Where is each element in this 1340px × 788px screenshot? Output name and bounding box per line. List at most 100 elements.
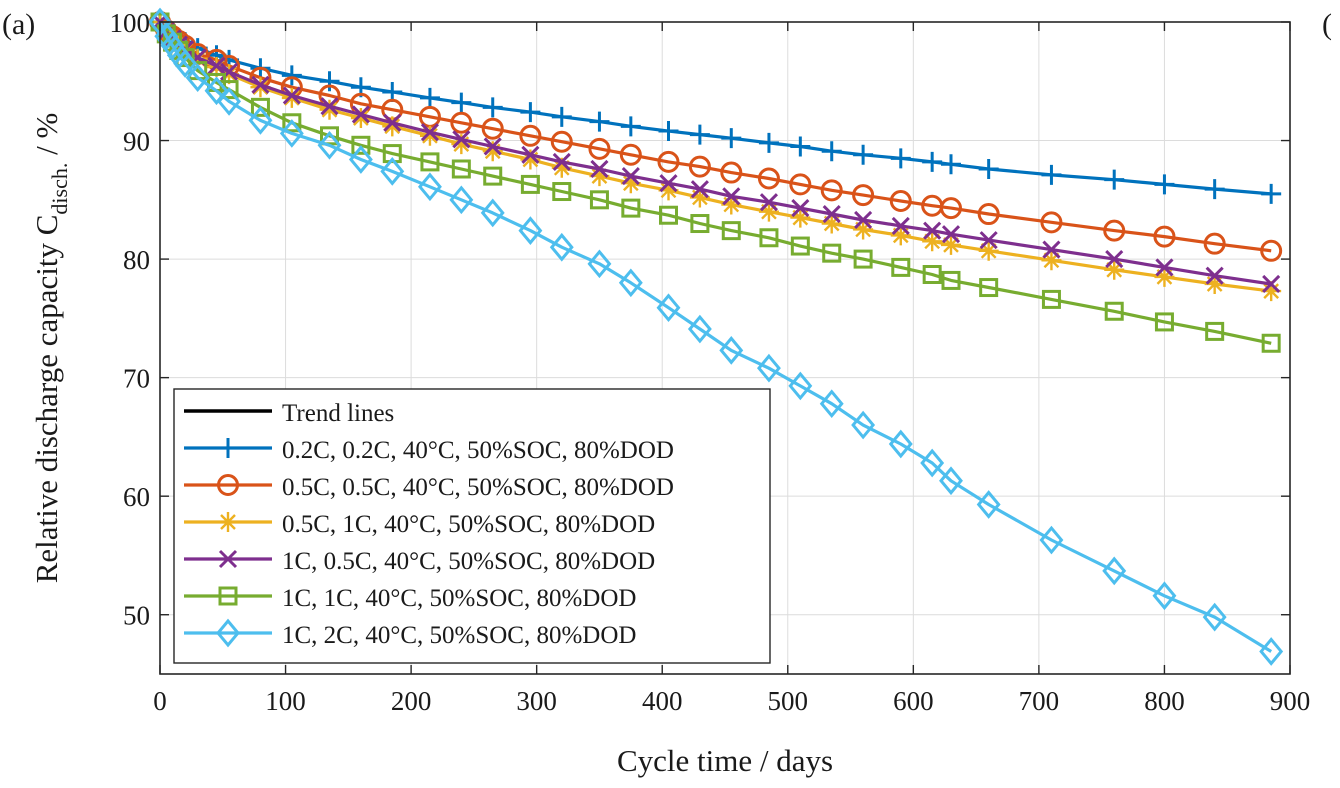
legend-swatch-marker	[218, 586, 238, 606]
data-point	[1154, 312, 1174, 332]
legend-item-6: 1C, 2C, 40°C, 50%SOC, 80%DOD	[184, 618, 636, 649]
data-point	[657, 150, 680, 173]
y-tick-label: 90	[123, 127, 150, 157]
data-point	[821, 141, 842, 162]
y-axis-label-sub: disch.	[47, 163, 72, 215]
data-point	[689, 124, 710, 145]
data-point	[853, 144, 874, 165]
x-tick-label: 100	[265, 686, 306, 716]
data-point	[853, 249, 873, 269]
data-point	[659, 205, 678, 225]
data-point	[758, 132, 779, 153]
data-point	[207, 56, 226, 75]
data-point	[281, 87, 302, 108]
data-point	[219, 64, 240, 85]
data-point	[756, 353, 781, 383]
data-point	[890, 225, 911, 246]
data-point	[320, 97, 339, 116]
data-point	[1104, 301, 1124, 321]
data-point	[1155, 258, 1174, 277]
legend-label: 1C, 0.5C, 40°C, 50%SOC, 80%DOD	[282, 548, 655, 575]
data-point	[1154, 174, 1175, 195]
data-point	[1041, 164, 1062, 185]
data-point	[940, 197, 962, 220]
data-point	[382, 81, 403, 102]
data-point	[483, 166, 503, 186]
legend-label: 0.2C, 0.2C, 40°C, 50%SOC, 80%DOD	[282, 437, 674, 464]
data-point	[619, 143, 642, 166]
data-point	[758, 201, 779, 222]
data-point	[481, 117, 504, 140]
data-point	[383, 113, 402, 132]
data-point	[721, 128, 742, 149]
data-point	[551, 157, 572, 178]
data-point	[1205, 266, 1224, 285]
data-point	[790, 236, 810, 256]
data-point	[720, 161, 743, 184]
data-point	[891, 216, 910, 235]
data-point	[1259, 637, 1284, 666]
data-point	[204, 76, 229, 106]
data-point	[688, 155, 711, 178]
data-point	[941, 234, 961, 255]
data-point	[587, 249, 612, 279]
data-point	[1104, 259, 1125, 280]
data-point	[217, 87, 242, 116]
data-point	[687, 314, 712, 344]
data-point	[621, 198, 641, 218]
legend-swatch-marker	[218, 512, 238, 532]
panel-label-next: (	[1322, 8, 1332, 41]
data-point	[722, 187, 741, 206]
data-point	[480, 198, 505, 228]
data-point	[719, 336, 744, 365]
data-point	[690, 214, 710, 234]
data-point	[721, 194, 742, 215]
data-point	[659, 174, 678, 193]
legend-swatch-marker	[216, 618, 240, 648]
data-point	[822, 204, 841, 224]
y-tick-label: 50	[123, 601, 150, 631]
data-point	[451, 92, 472, 113]
data-point	[1260, 239, 1283, 262]
data-point	[380, 157, 405, 186]
data-point	[450, 111, 473, 134]
data-point	[658, 121, 679, 142]
x-tick-label: 900	[1270, 686, 1311, 716]
data-point	[620, 116, 641, 137]
y-axis-label-unit: / %	[29, 113, 64, 163]
data-point	[1041, 250, 1062, 271]
data-point	[689, 187, 710, 208]
series-layer	[148, 7, 1284, 666]
data-point	[721, 221, 741, 241]
x-tick-label: 700	[1019, 686, 1060, 716]
data-point	[941, 270, 961, 290]
data-point	[251, 75, 270, 94]
data-point	[589, 111, 610, 132]
data-point	[922, 265, 942, 285]
data-point	[350, 108, 371, 129]
data-point	[520, 102, 541, 123]
legend-label: 1C, 2C, 40°C, 50%SOC, 80%DOD	[282, 622, 636, 649]
data-point	[656, 293, 681, 323]
data-point	[250, 77, 271, 98]
data-point	[550, 130, 573, 153]
data-point	[282, 86, 301, 105]
data-point	[621, 167, 640, 186]
data-point	[852, 184, 875, 207]
legend-items: Trend lines 0.2C, 0.2C, 40°C, 50%SOC, 80%…	[184, 400, 674, 649]
data-point	[351, 135, 371, 155]
data-point	[923, 221, 942, 240]
data-point	[939, 466, 963, 496]
legend-item-2: 0.5C, 0.5C, 40°C, 50%SOC, 80%DOD	[184, 474, 674, 501]
legend-label: 1C, 1C, 40°C, 50%SOC, 80%DOD	[282, 585, 636, 612]
data-point	[348, 145, 373, 174]
y-tick-labels: 50 60 70 80 90 100	[110, 8, 151, 631]
data-point	[551, 106, 572, 127]
data-point	[976, 490, 1001, 519]
x-tick-label: 800	[1144, 686, 1185, 716]
y-tick-label: 80	[123, 245, 150, 275]
x-tick-label: 0	[153, 686, 167, 716]
data-point	[1261, 281, 1282, 302]
data-point	[1040, 211, 1063, 234]
data-point	[319, 71, 340, 92]
